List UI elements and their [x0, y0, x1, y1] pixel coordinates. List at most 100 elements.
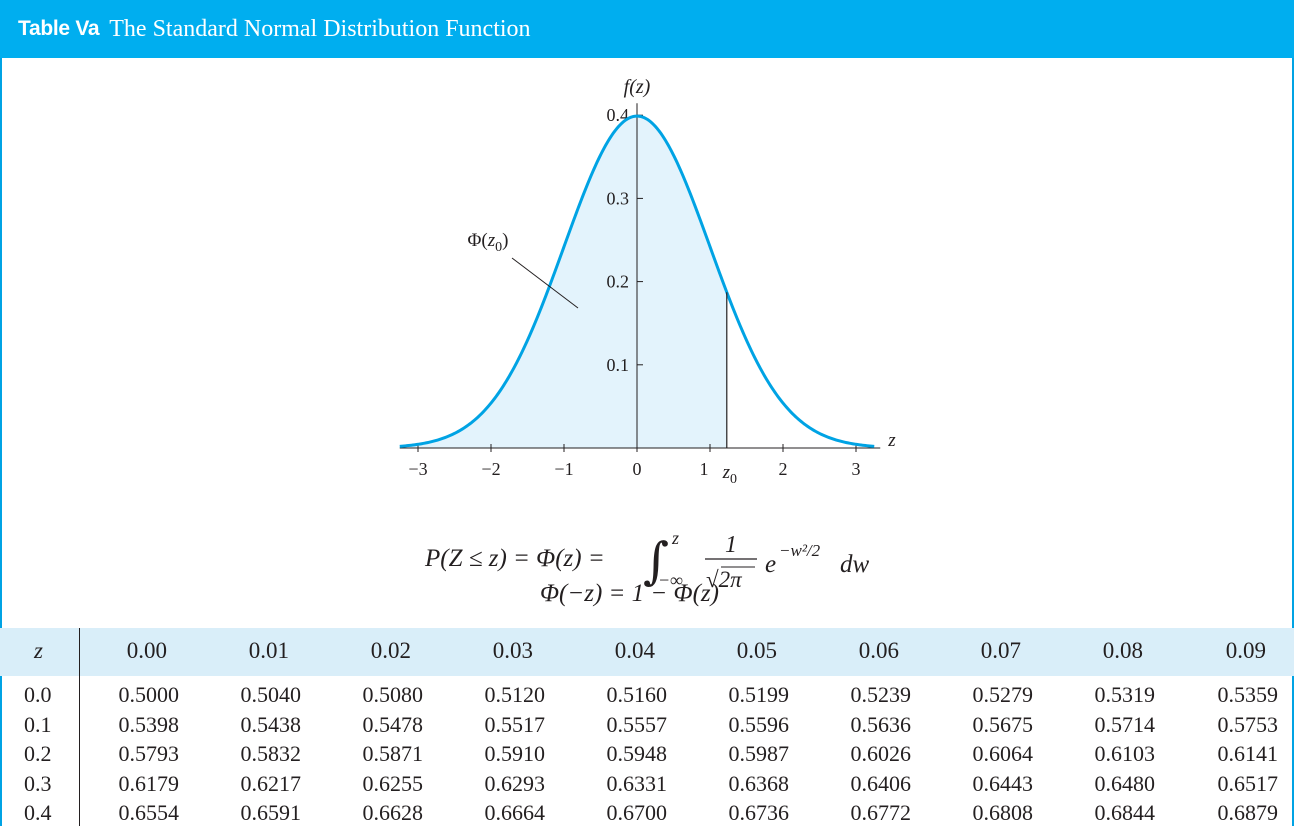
table-cell: 0.6844 [1094, 800, 1156, 825]
x-tick-label: 2 [779, 459, 788, 479]
svg-text:z: z [671, 528, 679, 548]
table-cell: 0.6026 [850, 741, 912, 766]
shaded-area [399, 116, 727, 448]
table-cell: 0.5987 [728, 741, 790, 766]
table-cell: 0.5557 [606, 711, 668, 737]
table-cell: 0.6331 [606, 770, 668, 796]
table-cell: 0.6064 [972, 741, 1034, 766]
table-cell: 0.5239 [850, 682, 912, 707]
column-header: 0.08 [1102, 638, 1143, 663]
table-body: 0.0 0.5000 0.5040 0.5080 0.5120 0.5160 0.5199 0… [0, 676, 1294, 826]
table-cell: 0.5120 [484, 682, 546, 707]
row-z-value: 0.4 [24, 800, 52, 825]
row-z-value: 0.2 [24, 741, 52, 766]
column-header: 0.09 [1225, 638, 1266, 663]
table-cell: 0.5000 [118, 682, 180, 707]
table-cell: 0.5596 [728, 711, 790, 737]
svg-text:P(Z ≤ z) = Φ(z) =: P(Z ≤ z) = Φ(z) = [424, 545, 605, 572]
x-tick-label: −2 [481, 459, 500, 479]
table-cell: 0.5438 [240, 711, 302, 737]
table-cell: 0.5398 [118, 711, 180, 737]
table-cell: 0.6591 [240, 800, 302, 825]
table-number: Table Va [18, 17, 100, 40]
table-cell: 0.6628 [362, 800, 424, 825]
z0-label: z0 [722, 462, 737, 487]
y-tick-label: 0.3 [607, 188, 630, 208]
table-cell: 0.5910 [484, 741, 546, 766]
table-cell: 0.6700 [606, 800, 668, 825]
table-cell: 0.6293 [484, 770, 546, 796]
table-cell: 0.6879 [1217, 800, 1279, 825]
normal-density-figure: −3 −2 −1 0 1 2 3 0.1 0.2 0.3 0.4 z0 z f(z) Φ(z0) [0, 58, 1294, 628]
table-header-row: z 0.00 0.01 0.02 0.03 0.04 0.05 0.06 0.07 0.08 0.0… [0, 628, 1294, 676]
title-bar: Table Va The Standard Normal Distributio… [0, 0, 1294, 58]
region-label: Φ(z0) [468, 230, 509, 255]
y-tick-label: 0.4 [607, 105, 630, 125]
table-cell: 0.6406 [850, 770, 912, 796]
table-cell: 0.6255 [362, 770, 424, 796]
x-axis-label: z [887, 430, 896, 451]
table-cell: 0.5753 [1217, 711, 1279, 737]
table-cell: 0.5948 [606, 741, 668, 766]
svg-text:∫: ∫ [643, 532, 669, 590]
table-cell: 0.5675 [972, 711, 1034, 737]
column-divider [79, 628, 80, 826]
table-cell: 0.5040 [240, 682, 302, 707]
x-tick-label: 3 [852, 459, 861, 479]
column-header: 0.03 [492, 638, 533, 663]
table-cell: 0.6141 [1217, 741, 1279, 766]
table-cell: 0.6664 [484, 800, 546, 825]
table-cell: 0.6554 [118, 800, 180, 825]
svg-text:dw: dw [840, 551, 870, 578]
svg-text:Φ(−z) = 1 − Φ(z): Φ(−z) = 1 − Φ(z) [540, 580, 719, 607]
table-cell: 0.5714 [1094, 711, 1156, 737]
density-curve [399, 114, 875, 448]
column-header: 0.02 [370, 638, 411, 663]
table-cell: 0.6772 [850, 800, 912, 825]
formula-area: P(Z ≤ z) = Φ(z) = ∫ z −∞ 1 √2π e −w²/2 d… [0, 500, 1294, 620]
table-cell: 0.6103 [1094, 741, 1156, 766]
table-cell: 0.6368 [728, 770, 790, 796]
table-cell: 0.5793 [118, 741, 180, 766]
svg-text:−∞: −∞ [658, 570, 683, 590]
y-tick-label: 0.1 [607, 355, 630, 375]
column-header: 0.01 [248, 638, 289, 663]
region-leader-line [511, 257, 579, 309]
table-cell: 0.5636 [850, 711, 912, 737]
row-header-label: z [34, 638, 43, 663]
normal-curve-chart: −3 −2 −1 0 1 2 3 0.1 0.2 0.3 0.4 z0 z f(z) Φ(z0) [399, 76, 896, 487]
x-tick-label: 1 [700, 459, 709, 479]
column-header: 0.06 [858, 638, 899, 663]
symmetry-formula: Φ(−z) = 1 − Φ(z) [540, 575, 750, 618]
x-tick-label: −1 [554, 459, 573, 479]
table-cell: 0.6736 [728, 800, 790, 825]
x-tick-label: 0 [633, 459, 642, 479]
row-z-value: 0.1 [24, 711, 52, 737]
y-axis-label: f(z) [624, 76, 651, 98]
table-cell: 0.5160 [606, 682, 668, 707]
table-cell: 0.5199 [728, 682, 790, 707]
svg-text:1: 1 [725, 532, 737, 558]
row-z-value: 0.0 [24, 682, 52, 707]
table-cell: 0.5517 [484, 711, 546, 737]
table-cell: 0.6480 [1094, 770, 1156, 796]
cdf-formula: P(Z ≤ z) = Φ(z) = ∫ z −∞ 1 √2π e −w²/2 d… [424, 522, 895, 599]
table-cell: 0.5279 [972, 682, 1034, 707]
row-z-value: 0.3 [24, 770, 52, 796]
table-title: The Standard Normal Distribution Functio… [109, 15, 531, 42]
svg-text:e: e [765, 551, 776, 578]
svg-text:−w²/2: −w²/2 [779, 541, 821, 560]
column-header: 0.04 [614, 638, 655, 663]
table-cell: 0.5359 [1217, 682, 1279, 707]
y-tick-label: 0.2 [607, 272, 630, 292]
table-cell: 0.6808 [972, 800, 1034, 825]
table-cell: 0.6443 [972, 770, 1034, 796]
column-header: 0.07 [980, 638, 1021, 663]
table-cell: 0.6179 [118, 770, 180, 796]
svg-text:√2π: √2π [706, 567, 743, 592]
table-cell: 0.5832 [240, 741, 302, 766]
x-tick-label: −3 [408, 459, 427, 479]
table-cell: 0.5319 [1094, 682, 1156, 707]
table-cell: 0.6517 [1217, 770, 1279, 796]
